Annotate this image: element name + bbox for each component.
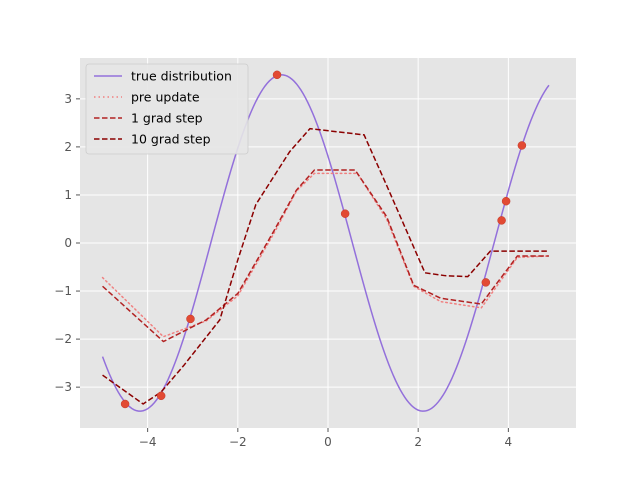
data-point — [272, 70, 282, 80]
y-tick-label: 1 — [64, 188, 72, 202]
legend-label: pre update — [131, 90, 200, 105]
series-line-1-grad-step — [102, 169, 549, 343]
data-point — [156, 391, 166, 401]
legend: true distribution pre update 1 grad step 10… — [85, 63, 249, 155]
series-layer — [101, 74, 550, 412]
series-line-pre-update — [101, 172, 550, 338]
y-tick-label: −3 — [54, 380, 72, 394]
y-tick-label: 0 — [64, 236, 72, 250]
data-point — [120, 399, 130, 409]
data-point — [517, 141, 527, 150]
data-point — [481, 278, 491, 287]
legend-label: 1 grad step — [131, 111, 203, 126]
data-point — [186, 314, 195, 324]
data-point — [501, 196, 511, 206]
series-line-true-distribution — [101, 74, 550, 412]
data-point — [497, 216, 506, 225]
ticks: −4 −2 0 2 4 −3 −2 −1 0 1 2 3 — [54, 92, 512, 449]
x-tick-label: 2 — [414, 435, 422, 449]
y-tick-label: 2 — [64, 140, 72, 154]
x-tick-label: −2 — [229, 435, 247, 449]
x-tick-label: −4 — [139, 435, 157, 449]
legend-label: 10 grad step — [131, 132, 211, 147]
scatter-layer — [120, 70, 527, 409]
series-line-10-grad-step — [102, 127, 549, 405]
y-tick-label: −1 — [54, 284, 72, 298]
legend-label: true distribution — [131, 69, 232, 84]
y-tick-label: −2 — [54, 332, 72, 346]
legend-box — [85, 63, 249, 155]
grid — [80, 58, 576, 428]
data-point — [340, 209, 350, 218]
x-tick-label: 4 — [505, 435, 513, 449]
y-tick-label: 3 — [64, 92, 72, 106]
x-tick-label: 0 — [324, 435, 332, 449]
